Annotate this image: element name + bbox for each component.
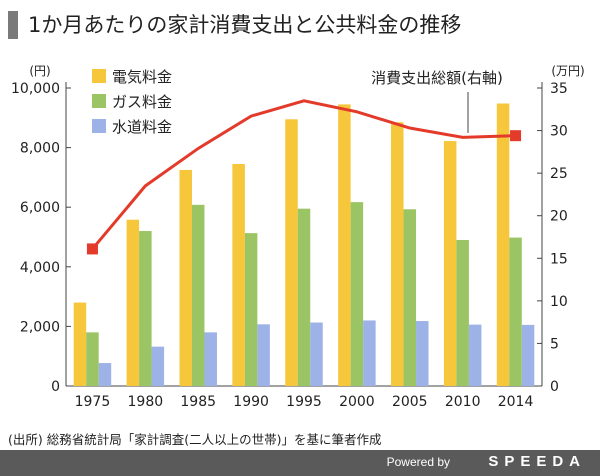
bar-2: [191, 204, 205, 386]
line-end-marker: [510, 130, 522, 142]
x-tick-label: 2010: [445, 394, 481, 410]
bar-3: [98, 363, 112, 386]
line-start-marker: [86, 243, 98, 255]
bar-1: [126, 219, 140, 386]
right-tick-label: 5: [550, 336, 559, 352]
bar-1: [496, 103, 510, 386]
bar-1: [73, 302, 87, 386]
bar-3: [363, 320, 376, 386]
left-axis-unit: (円): [29, 64, 50, 78]
legend-label: 電気料金: [112, 68, 172, 86]
left-tick-label: 10,000: [11, 81, 60, 97]
x-tick-label: 2000: [339, 394, 375, 410]
x-tick-label: 1990: [233, 394, 269, 410]
right-tick-label: 15: [550, 251, 568, 267]
bar-2: [509, 237, 522, 386]
total-spending-label: 消費支出総額(右軸): [371, 69, 503, 87]
x-tick-label: 1980: [128, 394, 164, 410]
x-tick-label: 1985: [180, 394, 216, 410]
bar-1: [232, 163, 245, 386]
bar-2: [297, 208, 311, 386]
left-tick-label: 6,000: [20, 200, 60, 216]
left-tick-label: 8,000: [20, 141, 60, 157]
legend-label: ガス料金: [112, 93, 172, 111]
x-tick-label: 1975: [75, 394, 111, 410]
left-tick-label: 0: [51, 379, 60, 395]
legend-swatch: [92, 119, 106, 133]
chart-title: 1か月あたりの家計消費支出と公共料金の推移: [28, 13, 462, 37]
right-tick-label: 30: [550, 124, 568, 140]
left-tick-label: 4,000: [20, 260, 60, 276]
legend-swatch: [92, 69, 106, 83]
bar-2: [456, 239, 469, 386]
bar-3: [468, 324, 482, 386]
bar-3: [257, 324, 270, 386]
title-marker: [8, 11, 18, 39]
footer-bar: Powered by SPEEDA: [0, 450, 600, 476]
source-note: (出所) 総務省統計局「家計調査(二人以上の世帯)」を基に筆者作成: [8, 432, 382, 447]
bar-1: [179, 169, 192, 386]
bar-1: [443, 141, 457, 386]
title-bar: 1か月あたりの家計消費支出と公共料金の推移: [0, 8, 600, 42]
right-axis-unit: (万円): [551, 64, 584, 78]
bar-1: [338, 104, 351, 386]
bar-2: [403, 209, 417, 386]
bar-2: [86, 332, 99, 386]
chart-area: 0 2,000 4,000 6,000 8,000 10,000 (円) 0 5 10 15 20 25…: [11, 64, 585, 410]
right-tick-label: 35: [550, 81, 568, 97]
bar-2: [139, 231, 152, 386]
footer-brand-logo: SPEEDA: [488, 453, 586, 470]
legend-label: 水道料金: [112, 118, 172, 136]
bar-3: [204, 332, 217, 386]
x-tick-label: 2014: [498, 394, 534, 410]
right-tick-label: 25: [550, 166, 568, 182]
bar-1: [285, 119, 298, 386]
legend-swatch: [92, 94, 106, 108]
total-spending-line: [91, 99, 516, 250]
left-tick-label: 2,000: [20, 319, 60, 335]
bar-2: [244, 233, 258, 386]
footer-powered-label: Powered by: [386, 455, 450, 469]
bar-2: [350, 202, 364, 386]
bar-1: [391, 122, 404, 387]
x-tick-label: 1995: [286, 394, 322, 410]
right-tick-label: 20: [550, 209, 568, 225]
bar-3: [521, 324, 535, 386]
bar-3: [151, 346, 165, 386]
bar-3: [416, 321, 429, 386]
right-tick-label: 10: [550, 294, 568, 310]
right-tick-label: 0: [550, 379, 559, 395]
x-tick-label: 2005: [392, 394, 428, 410]
bar-3: [310, 322, 323, 386]
